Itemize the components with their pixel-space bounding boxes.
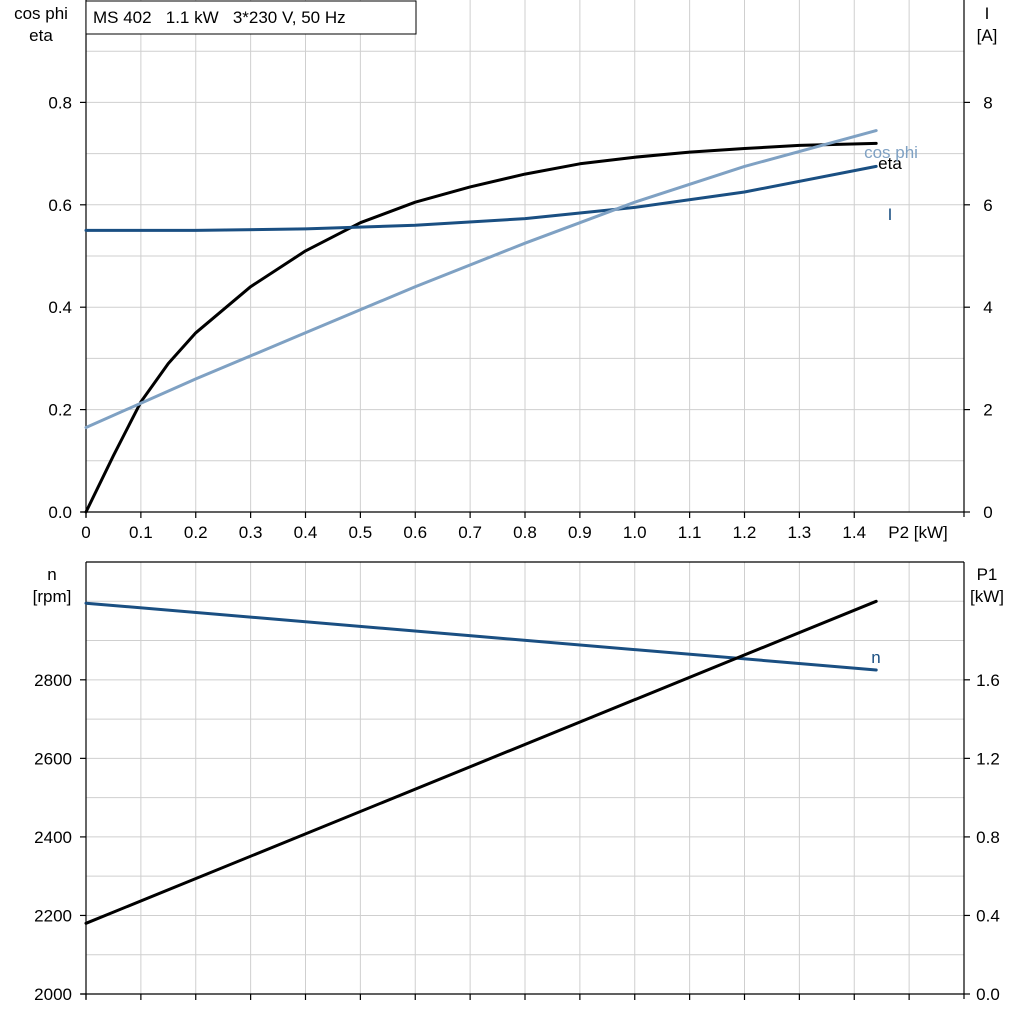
left-tick-label: 0.0	[48, 503, 72, 522]
series-label-n: n	[871, 648, 880, 667]
right-tick-label: 4	[983, 298, 992, 317]
right-tick-label: 0.0	[976, 985, 1000, 1004]
left-axis-label: cos phi	[14, 4, 68, 23]
x-tick-label: 1.4	[842, 523, 866, 542]
right-axis-label: [kW]	[970, 587, 1004, 606]
left-tick-label: 0.4	[48, 298, 72, 317]
left-tick-label: 2000	[34, 985, 72, 1004]
title-box-text: MS 402 1.1 kW 3*230 V, 50 Hz	[93, 8, 346, 27]
x-tick-label: 0.8	[513, 523, 537, 542]
series-line-cos-phi	[84, 129, 878, 429]
right-tick-label: 1.6	[976, 671, 1000, 690]
series-label-I: I	[888, 205, 893, 224]
left-tick-label: 0.6	[48, 196, 72, 215]
title-box: MS 402 1.1 kW 3*230 V, 50 Hz	[85, 0, 417, 35]
left-axis-label: eta	[29, 26, 53, 45]
right-tick-label: 0	[983, 503, 992, 522]
left-tick-label: 0.2	[48, 401, 72, 420]
left-tick-label: 2200	[34, 906, 72, 925]
left-axis-label: n	[47, 565, 56, 584]
left-axis-label: [rpm]	[33, 587, 72, 606]
x-tick-label: 0.9	[568, 523, 592, 542]
x-tick-label: 0.2	[184, 523, 208, 542]
x-tick-label: 1.2	[733, 523, 757, 542]
title-box-frame	[85, 0, 417, 35]
x-tick-label: 0.5	[349, 523, 373, 542]
left-tick-label: 2800	[34, 671, 72, 690]
right-tick-label: 1.2	[976, 749, 1000, 768]
bottom-plot: 2000 2200 2400 2600 2800 0.0 0.4 0.8 1.2 1.6 n [rpm…	[33, 561, 1004, 1004]
right-axis-label: I	[985, 4, 990, 23]
left-tick-label: 0.8	[48, 93, 72, 112]
right-tick-label: 0.4	[976, 906, 1000, 925]
x-tick-label: 1.1	[678, 523, 702, 542]
right-axis-label: [A]	[977, 26, 998, 45]
series-label-eta: eta	[878, 154, 902, 173]
x-tick-label: 0.3	[239, 523, 263, 542]
right-tick-label: 0.8	[976, 828, 1000, 847]
right-axis-label: P1	[977, 565, 998, 584]
series-label-cos-phi: cos phi	[864, 143, 918, 162]
x-tick-label: 1.3	[788, 523, 812, 542]
series-line-eta	[84, 141, 878, 514]
right-tick-label: 2	[983, 401, 992, 420]
left-tick-label: 2400	[34, 828, 72, 847]
left-tick-label: 2600	[34, 749, 72, 768]
x-tick-label: 0	[81, 523, 90, 542]
x-tick-label: 0.4	[294, 523, 318, 542]
x-tick-label: 1.0	[623, 523, 647, 542]
x-axis-label: P2 [kW]	[888, 523, 948, 542]
series-line-unnamed	[84, 599, 878, 925]
x-tick-label: 0.1	[129, 523, 153, 542]
x-tick-label: 0.6	[403, 523, 427, 542]
series-line-I	[84, 164, 878, 232]
x-tick-label: 0.7	[458, 523, 482, 542]
right-tick-label: 6	[983, 196, 992, 215]
right-tick-label: 8	[983, 93, 992, 112]
series-line-n	[84, 601, 878, 672]
